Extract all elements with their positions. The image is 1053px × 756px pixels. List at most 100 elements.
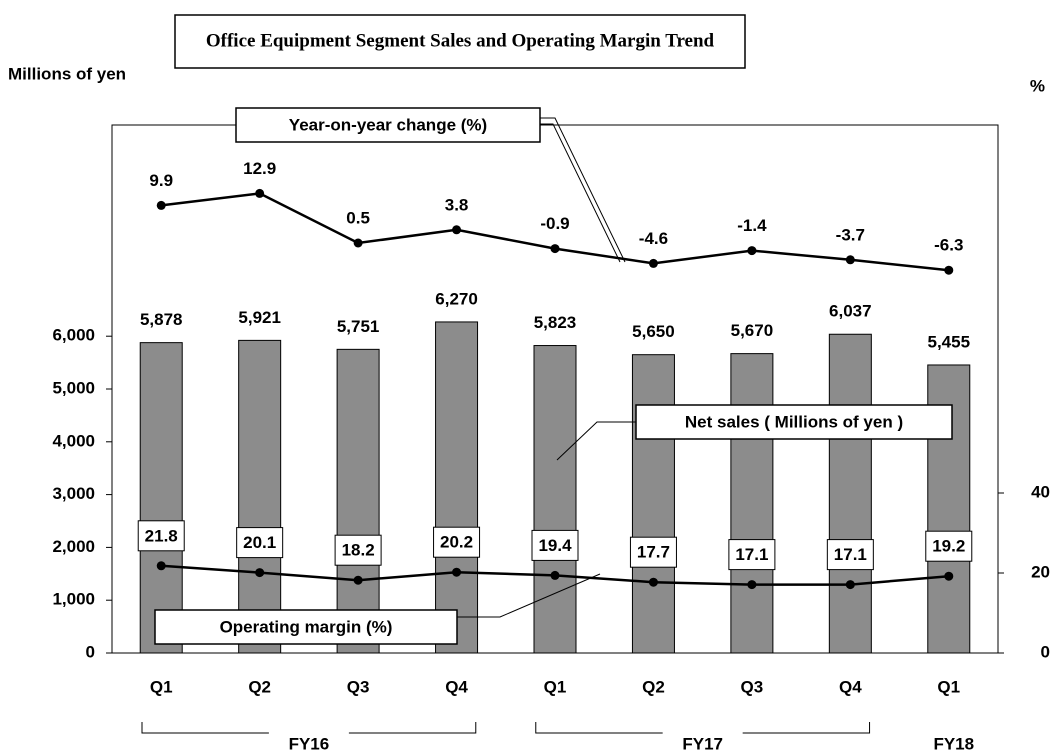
point bbox=[452, 567, 462, 577]
point bbox=[452, 225, 462, 235]
bar-label: 5,670 bbox=[731, 321, 774, 340]
annotation-leader bbox=[457, 573, 601, 618]
value-label: 0.5 bbox=[346, 208, 370, 227]
point bbox=[648, 577, 658, 587]
bar bbox=[828, 333, 872, 654]
point bbox=[747, 246, 757, 256]
value-label-box bbox=[728, 539, 776, 571]
title-box bbox=[174, 14, 746, 69]
value-label-box bbox=[334, 534, 382, 566]
point bbox=[156, 561, 166, 571]
point bbox=[845, 255, 855, 265]
chart-title: Office Equipment Segment Sales and Opera… bbox=[206, 30, 715, 51]
y2-tick-label: 0 bbox=[1041, 642, 1050, 661]
point bbox=[944, 571, 954, 581]
bar-label: 5,650 bbox=[632, 322, 675, 341]
x-tick-label: Q1 bbox=[150, 677, 173, 696]
value-label: -4.6 bbox=[639, 229, 668, 248]
y-tick-label: 0 bbox=[86, 642, 95, 661]
point bbox=[353, 238, 363, 248]
x-tick-label: Q2 bbox=[642, 677, 665, 696]
annotation-box bbox=[154, 609, 458, 645]
value-label: 17.7 bbox=[637, 543, 670, 562]
point bbox=[747, 580, 757, 590]
y-tick-label: 5,000 bbox=[52, 378, 95, 397]
value-label: -0.9 bbox=[540, 214, 569, 233]
bar-label: 5,921 bbox=[238, 308, 281, 327]
value-label: 19.4 bbox=[538, 536, 572, 555]
y-axis-label: Millions of yen bbox=[8, 64, 126, 83]
value-label: 17.1 bbox=[735, 545, 768, 564]
annotation: Operating margin (%) bbox=[220, 617, 393, 636]
point bbox=[156, 200, 166, 210]
group-label: FY16 bbox=[289, 734, 330, 753]
y-tick-label: 6,000 bbox=[52, 326, 95, 345]
group-label: FY17 bbox=[682, 734, 723, 753]
annotation: Net sales ( Millions of yen ) bbox=[685, 412, 903, 431]
bar bbox=[730, 353, 774, 654]
group-bracket bbox=[535, 722, 871, 734]
annotation-leader bbox=[556, 421, 636, 461]
bar-label: 5,823 bbox=[534, 313, 577, 332]
annotation-box bbox=[635, 404, 953, 440]
group-label: FY18 bbox=[933, 734, 974, 753]
bar-label: 6,037 bbox=[829, 302, 872, 321]
value-label: 18.2 bbox=[342, 541, 375, 560]
y-tick-label: 4,000 bbox=[52, 431, 95, 450]
bar bbox=[631, 354, 675, 654]
value-label-box bbox=[236, 527, 284, 559]
value-label: 12.9 bbox=[243, 159, 276, 178]
x-tick-label: Q2 bbox=[248, 677, 271, 696]
value-label: 20.2 bbox=[440, 533, 473, 552]
group-bracket bbox=[141, 722, 477, 734]
value-label-box bbox=[137, 520, 185, 552]
bar-label: 5,455 bbox=[928, 332, 971, 351]
point bbox=[648, 258, 658, 268]
y2-axis-label: % bbox=[1030, 76, 1045, 95]
y-tick-label: 1,000 bbox=[52, 590, 95, 609]
point bbox=[255, 568, 265, 578]
value-label: 20.1 bbox=[243, 533, 276, 552]
point bbox=[550, 570, 560, 580]
bar bbox=[139, 342, 183, 654]
point bbox=[255, 188, 265, 198]
y-tick-label: 3,000 bbox=[52, 484, 95, 503]
x-tick-label: Q3 bbox=[741, 677, 764, 696]
value-label-box bbox=[826, 539, 874, 571]
value-label-box bbox=[629, 536, 677, 568]
bar-label: 6,270 bbox=[435, 289, 478, 308]
point bbox=[845, 580, 855, 590]
x-tick-label: Q4 bbox=[445, 677, 468, 696]
annotation-box bbox=[235, 107, 541, 143]
value-label: 21.8 bbox=[145, 526, 178, 545]
bar bbox=[336, 348, 380, 654]
annotation: Year-on-year change (%) bbox=[289, 115, 487, 134]
value-label-box bbox=[925, 530, 973, 562]
point bbox=[353, 575, 363, 585]
bar-label: 5,751 bbox=[337, 317, 380, 336]
value-label: -6.3 bbox=[934, 236, 963, 255]
x-tick-label: Q1 bbox=[544, 677, 567, 696]
bar bbox=[238, 339, 282, 654]
y2-tick-label: 20 bbox=[1031, 562, 1050, 581]
x-tick-label: Q4 bbox=[839, 677, 862, 696]
y-tick-label: 2,000 bbox=[52, 537, 95, 556]
bar-label: 5,878 bbox=[140, 310, 183, 329]
value-label: 17.1 bbox=[834, 545, 867, 564]
bar bbox=[435, 321, 479, 654]
value-label: -3.7 bbox=[836, 225, 865, 244]
point bbox=[550, 244, 560, 254]
value-label: 9.9 bbox=[149, 171, 173, 190]
value-label-box bbox=[531, 529, 579, 561]
x-tick-label: Q3 bbox=[347, 677, 370, 696]
value-label-box bbox=[433, 526, 481, 558]
point bbox=[944, 265, 954, 275]
value-label: -1.4 bbox=[737, 216, 767, 235]
bar bbox=[533, 345, 577, 654]
y2-tick-label: 40 bbox=[1031, 482, 1050, 501]
x-tick-label: Q1 bbox=[937, 677, 960, 696]
value-label: 3.8 bbox=[445, 195, 469, 214]
value-label: 19.2 bbox=[932, 537, 965, 556]
annotation-leader bbox=[540, 117, 626, 263]
